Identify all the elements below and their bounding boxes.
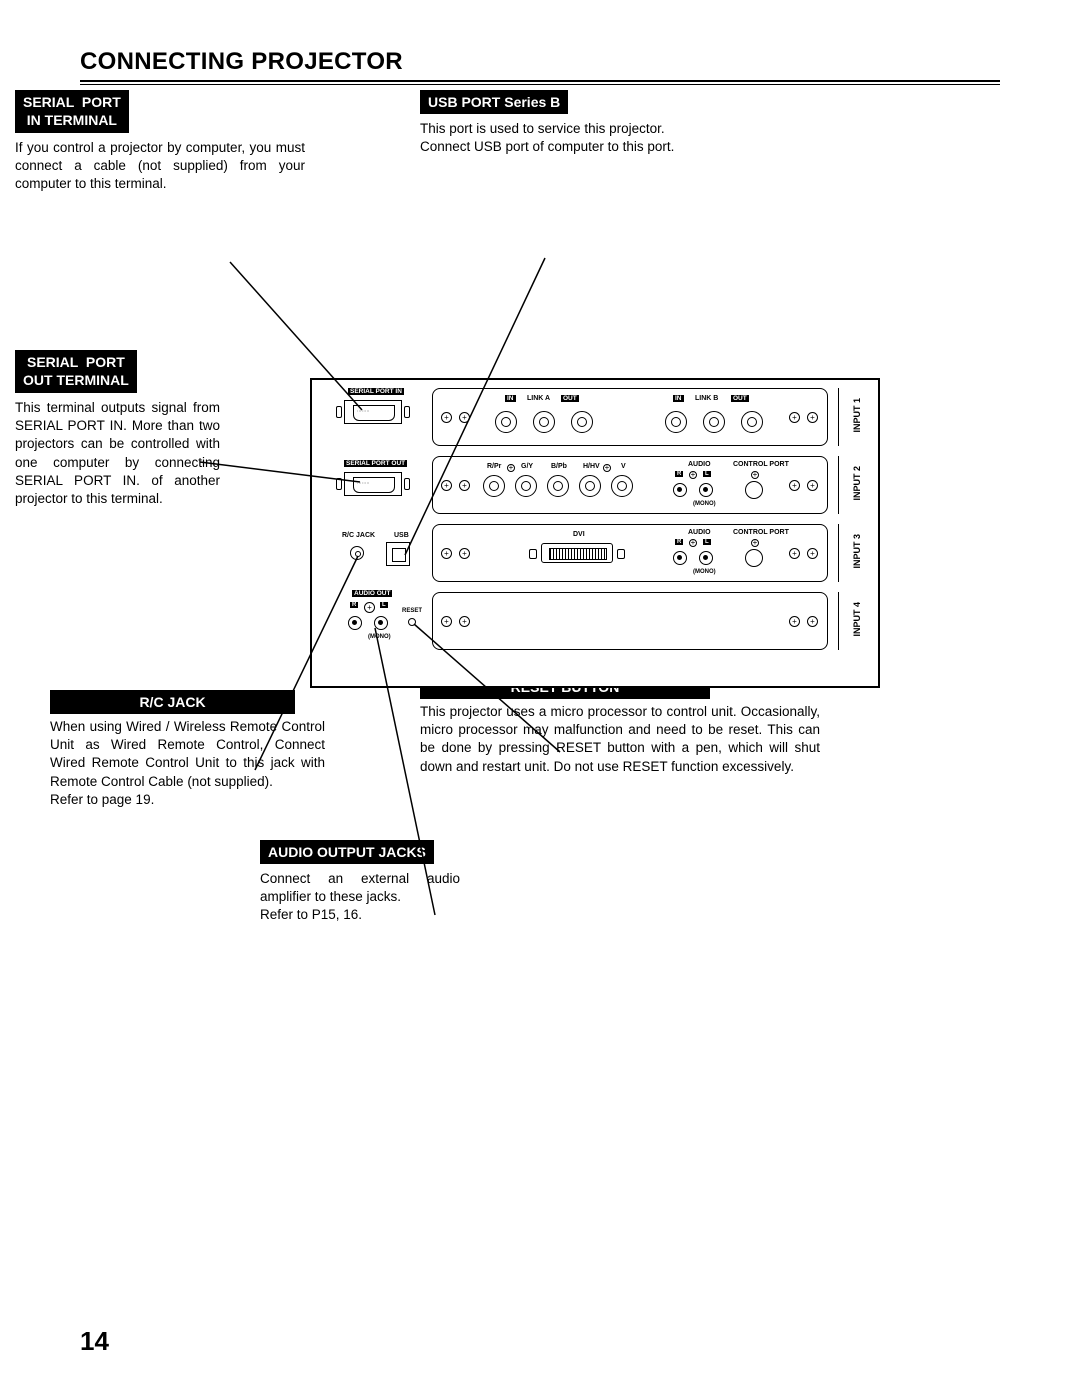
bnc-link-b-out bbox=[741, 411, 763, 433]
input1-slot: IN LINK A OUT IN LINK B OUT bbox=[432, 388, 828, 446]
rule-thick bbox=[80, 80, 1000, 82]
callout-rc: R/C JACK When using Wired / Wireless Rem… bbox=[50, 690, 325, 809]
label-input3: INPUT 3 bbox=[852, 534, 862, 569]
reset-button bbox=[408, 618, 416, 626]
label-out-b: OUT bbox=[731, 395, 749, 402]
rule-thin bbox=[80, 84, 1000, 85]
label-gy: G/Y bbox=[521, 463, 533, 470]
bnc-hhv bbox=[579, 475, 601, 497]
label-dvi: DVI bbox=[573, 531, 585, 538]
bnc-link-a-mid bbox=[533, 411, 555, 433]
label-mono3: (MONO) bbox=[693, 569, 716, 575]
heading-usb: USB PORT Series B bbox=[420, 90, 568, 114]
text-reset: This projector uses a micro processor to… bbox=[420, 703, 820, 776]
label-link-b: LINK B bbox=[695, 395, 718, 402]
bnc-rpr bbox=[483, 475, 505, 497]
callout-serial-out: SERIAL PORT OUT TERMINAL This terminal o… bbox=[15, 350, 220, 508]
label-out-a: OUT bbox=[561, 395, 579, 402]
serial-out-port: :::::::: bbox=[344, 472, 402, 496]
ctrl-port2 bbox=[745, 481, 763, 499]
text-serial-in: If you control a projector by computer, … bbox=[15, 139, 305, 194]
label-link-a: LINK A bbox=[527, 395, 550, 402]
callout-serial-in: SERIAL PORT IN TERMINAL If you control a… bbox=[15, 90, 315, 194]
label-v: V bbox=[621, 463, 626, 470]
bnc-link-b-mid bbox=[703, 411, 725, 433]
label-bpb: B/Pb bbox=[551, 463, 567, 470]
label-l2: L bbox=[703, 471, 711, 477]
projector-rear-panel: SERIAL PORT IN :::::::: SERIAL PORT OUT … bbox=[310, 378, 880, 688]
text-serial-out: This terminal outputs signal from SERIAL… bbox=[15, 399, 220, 508]
label-input4: INPUT 4 bbox=[852, 602, 862, 637]
label-r3: R bbox=[675, 539, 683, 545]
label-input1: INPUT 1 bbox=[852, 398, 862, 433]
bnc-bpb bbox=[547, 475, 569, 497]
audio2-r bbox=[673, 483, 687, 497]
serial-in-port: :::::::: bbox=[344, 400, 402, 424]
label-mono1: (MONO) bbox=[368, 634, 391, 640]
label-audio2: AUDIO bbox=[688, 461, 711, 468]
input4-slot bbox=[432, 592, 828, 650]
input2-slot: R/Pr G/Y B/Pb H/HV V AUDIO R L (MONO) CO… bbox=[432, 456, 828, 514]
label-l3: L bbox=[703, 539, 711, 545]
audio-out-r bbox=[348, 616, 362, 630]
bnc-link-a-in bbox=[495, 411, 517, 433]
heading-serial-out: SERIAL PORT OUT TERMINAL bbox=[15, 350, 137, 393]
label-rpr: R/Pr bbox=[487, 463, 501, 470]
label-ctrl2: CONTROL PORT bbox=[733, 461, 789, 468]
bnc-gy bbox=[515, 475, 537, 497]
heading-serial-in: SERIAL PORT IN TERMINAL bbox=[15, 90, 129, 133]
heading-audio-out: AUDIO OUTPUT JACKS bbox=[260, 840, 434, 864]
bnc-link-b-in bbox=[665, 411, 687, 433]
label-reset: RESET bbox=[402, 608, 422, 614]
text-audio-out: Connect an external audio amplifier to t… bbox=[260, 870, 460, 925]
label-l: L bbox=[380, 602, 388, 608]
label-audio3: AUDIO bbox=[688, 529, 711, 536]
usb-port bbox=[386, 542, 410, 566]
audio3-r bbox=[673, 551, 687, 565]
label-r2: R bbox=[675, 471, 683, 477]
input3-slot: DVI AUDIO R L (MONO) CONTROL PORT bbox=[432, 524, 828, 582]
callout-audio-out: AUDIO OUTPUT JACKS Connect an external a… bbox=[260, 840, 485, 925]
label-r: R bbox=[350, 602, 358, 608]
label-mono2: (MONO) bbox=[693, 501, 716, 507]
bnc-v bbox=[611, 475, 633, 497]
label-serial-out: SERIAL PORT OUT bbox=[344, 460, 407, 467]
label-input2: INPUT 2 bbox=[852, 466, 862, 501]
rc-jack bbox=[350, 546, 364, 560]
dvi-port bbox=[541, 543, 613, 563]
label-hhv: H/HV bbox=[583, 463, 600, 470]
label-in-b: IN bbox=[673, 395, 684, 402]
label-in-a: IN bbox=[505, 395, 516, 402]
callout-usb: USB PORT Series B This port is used to s… bbox=[420, 90, 700, 156]
label-ctrl3: CONTROL PORT bbox=[733, 529, 789, 536]
page-number: 14 bbox=[80, 1326, 109, 1357]
label-serial-in: SERIAL PORT IN bbox=[348, 388, 404, 395]
callout-reset: RESET BUTTON This projector uses a micro… bbox=[420, 675, 820, 776]
ctrl-port3 bbox=[745, 549, 763, 567]
text-rc: When using Wired / Wireless Remote Contr… bbox=[50, 718, 325, 809]
text-usb: This port is used to service this projec… bbox=[420, 120, 680, 156]
audio3-l bbox=[699, 551, 713, 565]
audio2-l bbox=[699, 483, 713, 497]
label-rc-jack: R/C JACK bbox=[342, 532, 375, 539]
page-title: CONNECTING PROJECTOR bbox=[80, 48, 1000, 76]
label-usb: USB bbox=[394, 532, 409, 539]
label-audio-out: AUDIO OUT bbox=[352, 590, 392, 597]
audio-out-l bbox=[374, 616, 388, 630]
bnc-link-a-out bbox=[571, 411, 593, 433]
heading-rc: R/C JACK bbox=[50, 690, 295, 714]
